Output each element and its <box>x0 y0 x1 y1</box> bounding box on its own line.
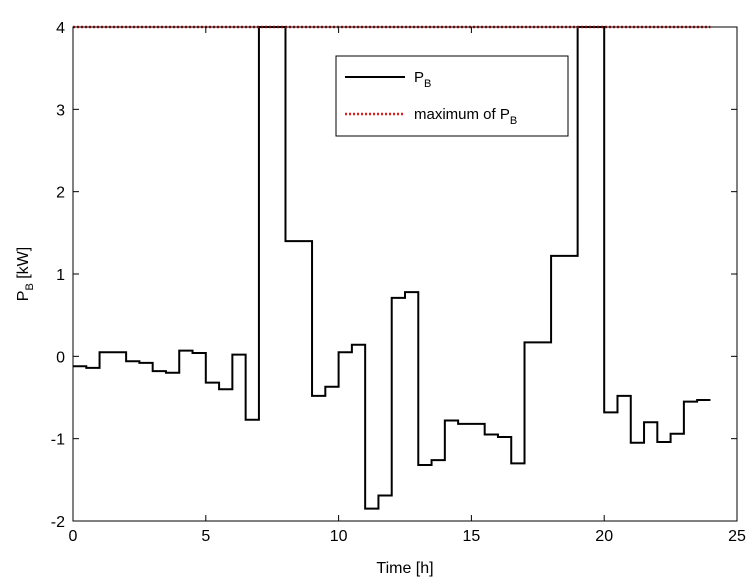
legend-label-max-pb-main: maximum of P <box>414 106 510 123</box>
y-axis-label-unit: [kW] <box>15 247 32 283</box>
x-tick-label-5: 5 <box>201 528 210 545</box>
legend: PB maximum of PB <box>335 55 569 137</box>
y-tick-label-3: 3 <box>56 102 65 119</box>
y-tick-label--1: -1 <box>51 432 65 449</box>
y-tick-label-1: 1 <box>56 267 65 284</box>
x-axis-label: Time [h] <box>376 560 433 577</box>
series-layer <box>73 25 711 510</box>
y-tick-label-2: 2 <box>56 185 65 202</box>
legend-label-pb-main: P <box>414 69 424 86</box>
y-tick-label-4: 4 <box>56 20 65 37</box>
series-pb-line <box>73 26 711 510</box>
tick-layer: 0 5 10 15 20 25 -2 -1 0 1 2 3 4 <box>51 20 746 545</box>
y-axis-label-main: P <box>15 291 32 302</box>
x-tick-label-20: 20 <box>595 528 613 545</box>
legend-label-pb-sub: B <box>424 78 431 90</box>
x-tick-label-15: 15 <box>463 528 481 545</box>
legend-label-max-pb-sub: B <box>510 115 517 127</box>
y-tick-label-0: 0 <box>56 349 65 366</box>
y-axis-label-sub: B <box>24 283 36 290</box>
legend-label-pb: PB <box>414 69 431 90</box>
y-axis-label: PB [kW] <box>15 247 36 301</box>
y-tick-label--2: -2 <box>51 514 65 531</box>
legend-box <box>335 55 569 137</box>
x-tick-label-0: 0 <box>69 528 78 545</box>
x-tick-label-10: 10 <box>330 528 348 545</box>
x-tick-label-25: 25 <box>728 528 746 545</box>
legend-label-max-pb: maximum of PB <box>414 106 517 127</box>
